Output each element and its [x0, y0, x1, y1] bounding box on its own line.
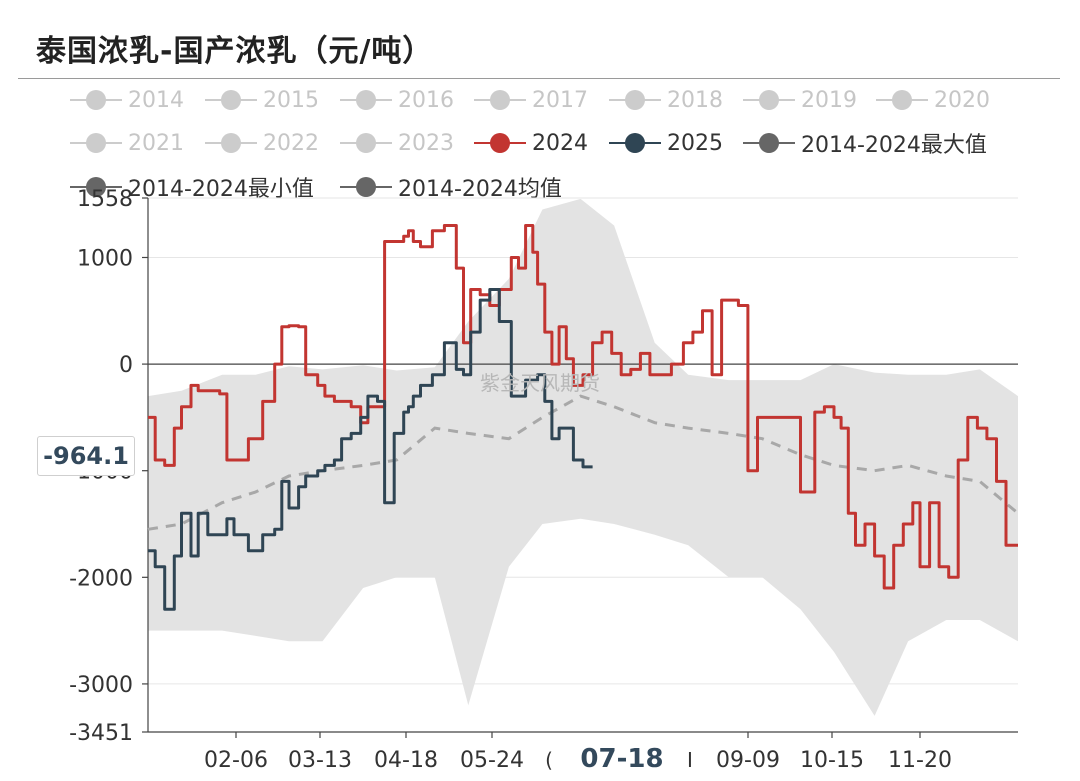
legend-symbol-icon: [70, 85, 122, 115]
legend-symbol-icon: [474, 85, 526, 115]
legend-label: 2014-2024最大值: [801, 133, 987, 158]
series-2024-line: [148, 224, 1018, 590]
legend-label: 2018: [667, 87, 723, 113]
watermark: 紫金天风期货: [480, 371, 600, 395]
legend-label: 2017: [532, 87, 588, 113]
legend-item-2019[interactable]: 2019: [743, 85, 857, 115]
chart-legend: 2014 2015 2016 2017 2018 2019 2020 2021 2022 2023…: [0, 0, 1080, 210]
y-tick-label-2: 0: [119, 353, 133, 378]
legend-label: 2025: [667, 130, 723, 156]
legend-item-2021[interactable]: 2021: [70, 128, 184, 158]
x-tick-label-7: 11-20: [888, 748, 952, 773]
legend-symbol-icon: [743, 128, 795, 158]
x-tick-label-6: 10-15: [800, 748, 864, 773]
legend-symbol-icon: [609, 85, 661, 115]
legend-symbol-icon: [340, 172, 392, 202]
legend-item-2020[interactable]: 2020: [876, 85, 990, 115]
chart-title: 泰国浓乳-国产浓乳（元/吨）: [36, 34, 434, 69]
legend-label: 2016: [398, 87, 454, 113]
x-tick-label-partial-1: I: [687, 748, 693, 772]
min-max-range-band: [148, 198, 1018, 716]
legend-item-2015[interactable]: 2015: [205, 85, 319, 115]
x-tick-label-0: 02-06: [204, 748, 268, 773]
legend-item-2024[interactable]: 2024: [474, 128, 588, 158]
legend-label: 2024: [532, 130, 588, 156]
legend-item-2014[interactable]: 2014: [70, 85, 184, 115]
legend-symbol-icon: [340, 85, 392, 115]
legend-symbol-icon: [474, 128, 526, 158]
y-tick-label-0: 1558: [77, 187, 133, 212]
legend-item-2014-2024最大值[interactable]: 2014-2024最大值: [743, 128, 987, 158]
legend-symbol-icon: [340, 128, 392, 158]
legend-symbol-icon: [743, 85, 795, 115]
legend-symbol-icon: [70, 128, 122, 158]
y-tick-label-6: -3451: [69, 721, 133, 746]
legend-label: 2015: [263, 87, 319, 113]
legend-item-2025[interactable]: 2025: [609, 128, 723, 158]
legend-label: 2014: [128, 87, 184, 113]
legend-symbol-icon: [609, 128, 661, 158]
x-tick-label-partial-0: (: [545, 748, 553, 772]
legend-item-2017[interactable]: 2017: [474, 85, 588, 115]
legend-symbol-icon: [70, 172, 122, 202]
legend-item-2022[interactable]: 2022: [205, 128, 319, 158]
legend-symbol-icon: [205, 85, 257, 115]
x-tick-label-2: 04-18: [374, 748, 438, 773]
axis-pointer-label: -964.1: [37, 436, 135, 476]
legend-label: 2023: [398, 130, 454, 156]
legend-label: 2022: [263, 130, 319, 156]
y-tick-label-5: -3000: [69, 673, 133, 698]
x-tick-label-5: 09-09: [716, 748, 780, 773]
x-highlight-label: 07-18: [580, 744, 663, 774]
legend-symbol-icon: [876, 85, 928, 115]
x-tick-label-3: 05-24: [460, 748, 524, 773]
y-tick-label-4: -2000: [69, 566, 133, 591]
legend-label: 2019: [801, 87, 857, 113]
legend-item-2018[interactable]: 2018: [609, 85, 723, 115]
y-tick-label-1: 1000: [77, 246, 133, 271]
legend-symbol-icon: [205, 128, 257, 158]
title-divider: [18, 78, 1060, 79]
legend-item-2023[interactable]: 2023: [340, 128, 454, 158]
x-tick-label-1: 03-13: [288, 748, 352, 773]
average-line: [147, 394, 1019, 531]
legend-label: 2021: [128, 130, 184, 156]
legend-label: 2020: [934, 87, 990, 113]
series-2025-line: [148, 288, 593, 611]
legend-item-2016[interactable]: 2016: [340, 85, 454, 115]
